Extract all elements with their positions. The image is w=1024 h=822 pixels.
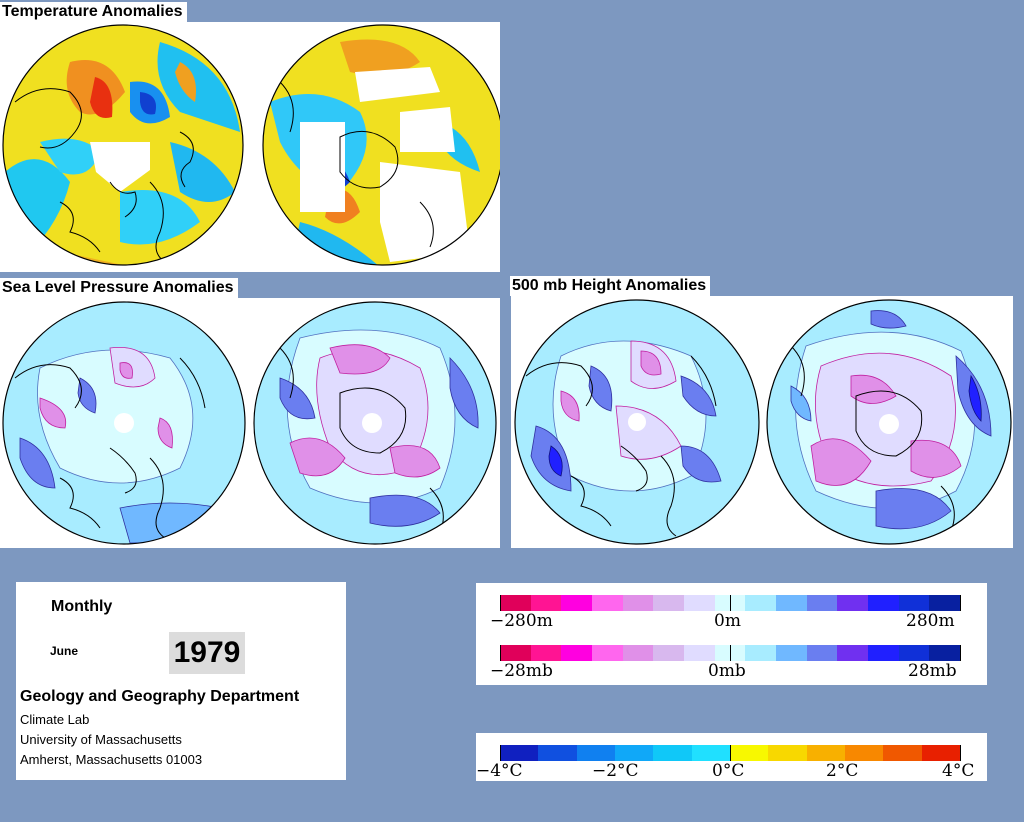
height-swatch xyxy=(561,595,593,611)
height-tick xyxy=(730,595,731,611)
height-color-scale xyxy=(500,595,961,611)
department-label: Geology and Geography Department xyxy=(20,688,300,705)
pressure-panel-title: Sea Level Pressure Anomalies xyxy=(0,278,238,298)
pressure-swatch xyxy=(592,645,623,661)
height-swatch xyxy=(806,595,838,611)
temperature-label-1: −2°C xyxy=(592,761,639,781)
temperature-north-globe xyxy=(3,25,243,265)
height-swatch xyxy=(530,595,562,611)
pressure-swatch xyxy=(806,645,838,661)
info-box: Monthly June 1979 Geology and Geography … xyxy=(16,582,346,780)
pressure-zero-label: 0mb xyxy=(708,661,746,681)
height-south-globe xyxy=(767,300,1011,544)
height-swatch xyxy=(653,595,685,611)
pressure-swatch xyxy=(868,645,899,661)
pressure-south-globe xyxy=(254,302,496,544)
temperature-swatch xyxy=(806,745,845,761)
pressure-panel xyxy=(0,298,500,548)
temperature-color-scale xyxy=(500,745,961,761)
pressure-swatch xyxy=(929,645,961,661)
temperature-tick xyxy=(960,745,961,761)
temperature-tick xyxy=(730,745,731,761)
temperature-label-4: 4°C xyxy=(942,761,975,781)
height-swatch xyxy=(684,595,715,611)
height-north-globe xyxy=(515,300,759,544)
pressure-tick xyxy=(730,645,731,661)
temperature-swatch xyxy=(576,745,615,761)
height-panel xyxy=(511,296,1013,548)
height-panel-title: 500 mb Height Anomalies xyxy=(510,276,711,296)
temperature-label-0: −4°C xyxy=(476,761,523,781)
temperature-swatch xyxy=(691,745,730,761)
temperature-swatch xyxy=(883,745,922,761)
height-swatch xyxy=(592,595,623,611)
temperature-swatch xyxy=(653,745,692,761)
pressure-min-label: −28mb xyxy=(490,661,553,681)
pressure-swatch xyxy=(776,645,807,661)
temperature-swatch xyxy=(729,745,769,761)
temperature-label-2: 0°C xyxy=(712,761,745,781)
temperature-swatch xyxy=(538,745,577,761)
pressure-tick xyxy=(500,645,501,661)
temperature-label-3: 2°C xyxy=(826,761,859,781)
pressure-max-label: 28mb xyxy=(908,661,957,681)
height-swatch xyxy=(868,595,899,611)
height-swatch xyxy=(622,595,654,611)
temperature-swatch xyxy=(500,745,539,761)
height-swatch xyxy=(745,595,777,611)
height-maps xyxy=(514,299,1012,545)
pressure-tick xyxy=(960,645,961,661)
height-swatch xyxy=(500,595,531,611)
temperature-swatch xyxy=(844,745,884,761)
height-zero-label: 0m xyxy=(714,611,741,631)
pressure-north-globe xyxy=(3,302,245,544)
month-label: June xyxy=(50,644,79,658)
year-label: 1979 xyxy=(169,632,245,674)
pressure-swatch xyxy=(653,645,685,661)
temperature-legend: −4°C −2°C 0°C 2°C 4°C xyxy=(476,733,987,781)
address-label: Amherst, Massachusetts 01003 xyxy=(20,752,203,767)
height-swatch xyxy=(776,595,807,611)
university-label: University of Massachusetts xyxy=(20,732,182,747)
height-tick xyxy=(960,595,961,611)
temperature-swatch xyxy=(614,745,654,761)
pressure-maps xyxy=(2,301,497,545)
temperature-swatch xyxy=(921,745,960,761)
pressure-swatch xyxy=(837,645,869,661)
pressure-swatch xyxy=(745,645,777,661)
pressure-swatch xyxy=(561,645,593,661)
temperature-panel xyxy=(0,22,500,272)
height-swatch xyxy=(929,595,961,611)
height-pressure-legend: −280m 0m 280m −28mb 0mb 28mb xyxy=(476,583,987,685)
temperature-swatch xyxy=(768,745,807,761)
temperature-tick xyxy=(500,745,501,761)
pressure-swatch xyxy=(684,645,715,661)
height-swatch xyxy=(898,595,930,611)
pressure-color-scale xyxy=(500,645,961,661)
pressure-swatch xyxy=(500,645,531,661)
height-min-label: −280m xyxy=(490,611,553,631)
temperature-south-globe xyxy=(263,25,500,265)
temperature-panel-title: Temperature Anomalies xyxy=(0,2,187,22)
frequency-label: Monthly xyxy=(51,598,113,615)
lab-label: Climate Lab xyxy=(20,712,90,727)
pressure-swatch xyxy=(898,645,930,661)
height-swatch xyxy=(837,595,869,611)
height-tick xyxy=(500,595,501,611)
height-max-label: 280m xyxy=(906,611,955,631)
pressure-swatch xyxy=(622,645,654,661)
pressure-swatch xyxy=(530,645,562,661)
temperature-maps xyxy=(2,24,500,266)
